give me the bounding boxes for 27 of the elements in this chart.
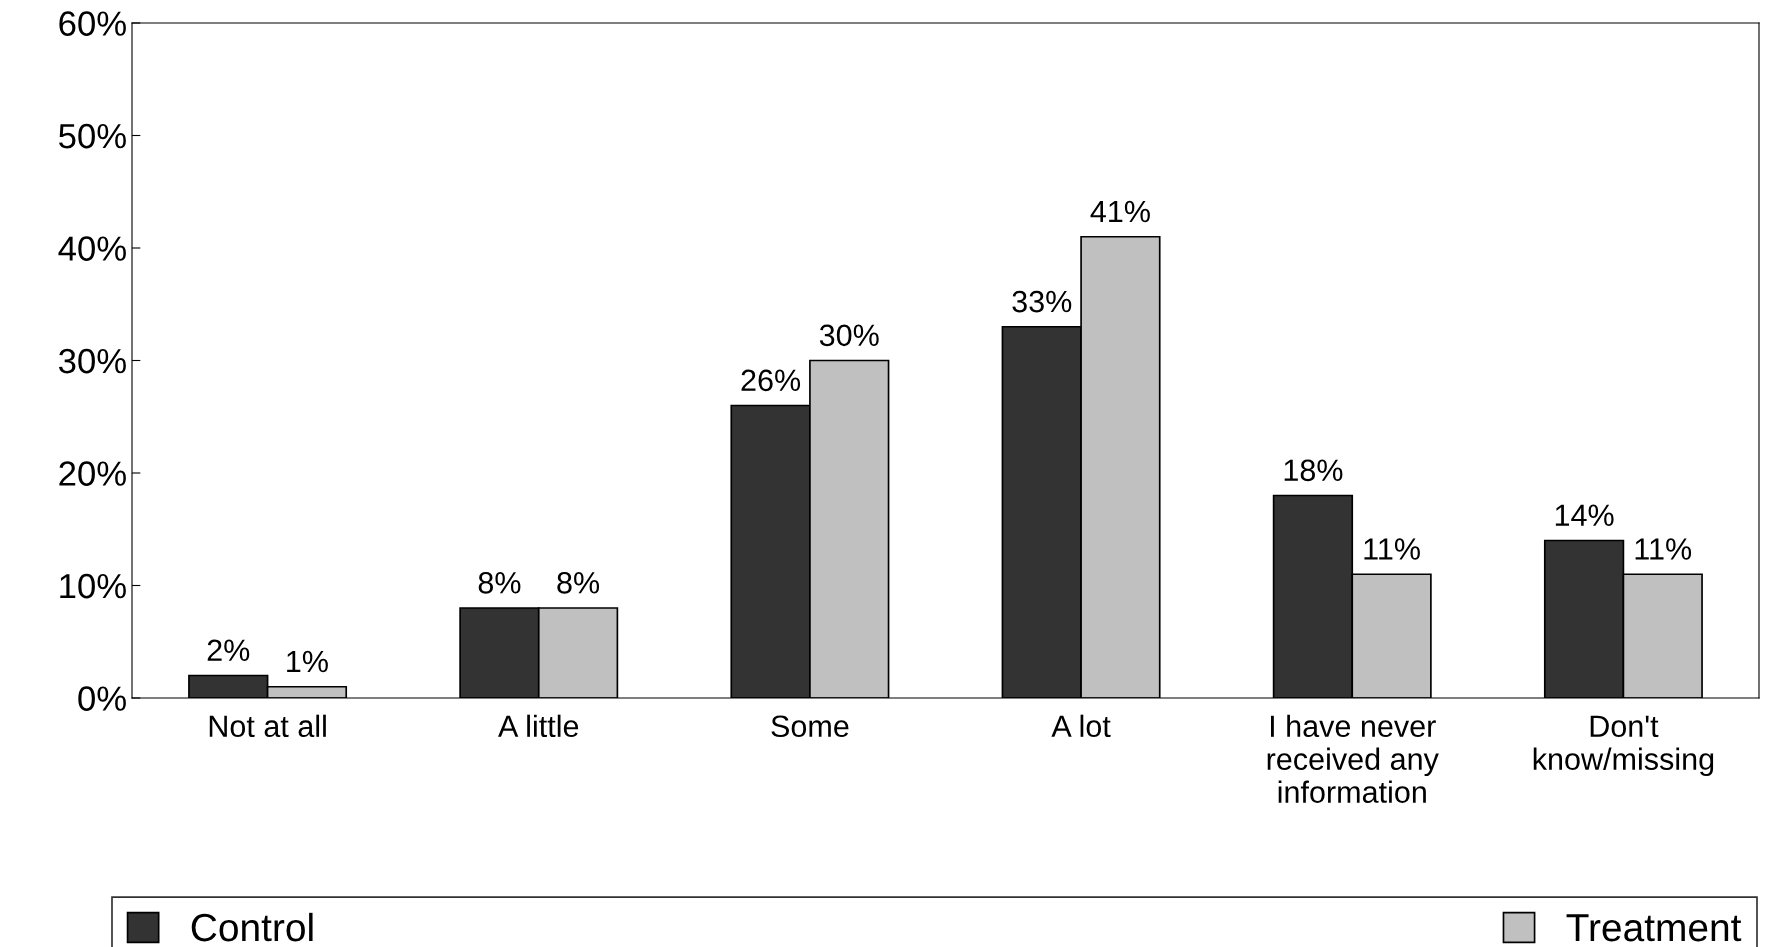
y-tick-label: 0% bbox=[78, 686, 126, 711]
x-tick-label: I have never received any information bbox=[1267, 714, 1439, 803]
data-label: 26% bbox=[741, 369, 801, 392]
data-label: 8% bbox=[557, 571, 600, 594]
data-label: 11% bbox=[1635, 538, 1692, 560]
data-label: 18% bbox=[1284, 459, 1343, 482]
y-tick-label: 20% bbox=[59, 461, 126, 486]
y-tick-label: 60% bbox=[59, 11, 126, 36]
x-tick-label: Not at all bbox=[209, 714, 326, 738]
y-tick-label: 30% bbox=[58, 348, 126, 374]
legend-label: Treatment bbox=[1566, 914, 1742, 942]
legend-label: Control bbox=[191, 912, 313, 942]
y-tick-label: 10% bbox=[60, 573, 126, 599]
data-label: 8% bbox=[478, 571, 521, 594]
x-tick-label: A lot bbox=[1051, 714, 1111, 738]
data-label: 30% bbox=[819, 324, 879, 347]
data-label: 41% bbox=[1090, 200, 1150, 223]
x-tick-label: Some bbox=[771, 715, 849, 738]
data-label: 14% bbox=[1555, 504, 1614, 527]
y-tick-label: 40% bbox=[58, 236, 126, 261]
data-label: 33% bbox=[1012, 290, 1072, 313]
data-label: 2% bbox=[207, 639, 250, 662]
data-label: 11% bbox=[1364, 538, 1420, 560]
data-label: 1% bbox=[287, 650, 328, 673]
x-tick-label: Don't know/missing bbox=[1533, 715, 1714, 777]
x-tick-label: A little bbox=[498, 714, 579, 738]
y-tick-label: 50% bbox=[59, 123, 126, 149]
